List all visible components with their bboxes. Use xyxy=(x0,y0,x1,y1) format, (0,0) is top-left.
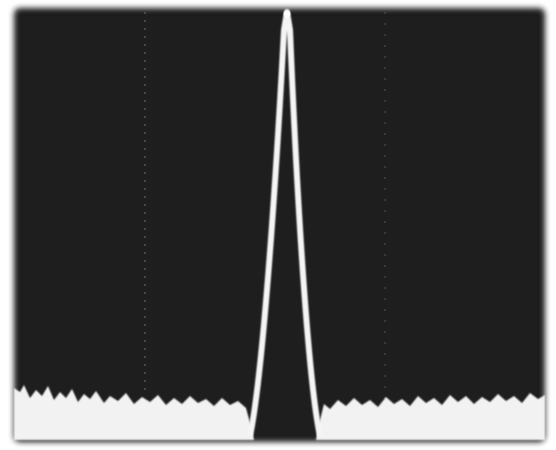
peak-tip xyxy=(283,10,291,18)
noise-right xyxy=(316,393,545,440)
noise-floor xyxy=(14,385,545,440)
noise-left xyxy=(14,385,254,440)
